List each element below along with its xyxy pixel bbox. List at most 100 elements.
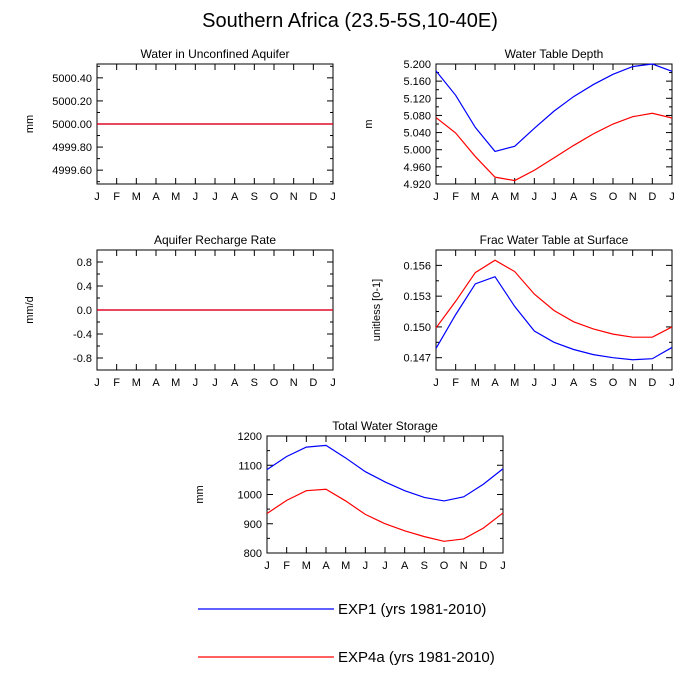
- x-tick-label: J: [363, 560, 369, 572]
- panel-title: Water Table Depth: [505, 47, 604, 61]
- x-tick-label: A: [491, 377, 499, 389]
- x-tick-label: F: [113, 377, 120, 389]
- x-tick-label: O: [270, 191, 279, 203]
- legend-label: EXP1 (yrs 1981-2010): [338, 601, 486, 618]
- y-tick-label: 5.120: [403, 93, 431, 105]
- x-tick-label: M: [132, 191, 141, 203]
- x-tick-label: A: [491, 191, 499, 203]
- y-axis-label: mm: [194, 485, 206, 503]
- x-tick-label: J: [94, 377, 100, 389]
- y-tick-label: 1100: [238, 460, 262, 472]
- x-tick-label: F: [113, 191, 120, 203]
- y-tick-label: 4.960: [403, 162, 431, 174]
- x-tick-label: M: [171, 377, 180, 389]
- x-tick-label: S: [590, 377, 597, 389]
- y-tick-label: 0.8: [77, 257, 92, 269]
- plot-frame: [435, 63, 673, 185]
- x-tick-label: O: [270, 377, 279, 389]
- x-tick-label: D: [648, 191, 656, 203]
- x-tick-label: J: [193, 377, 199, 389]
- x-tick-label: O: [609, 191, 618, 203]
- y-tick-label: 1000: [238, 490, 262, 502]
- x-tick-label: J: [382, 560, 388, 572]
- figure-title: Southern Africa (23.5-5S,10-40E): [202, 10, 498, 32]
- x-tick-label: N: [290, 377, 298, 389]
- panel-title: Total Water Storage: [332, 419, 438, 433]
- x-tick-label: J: [433, 191, 439, 203]
- x-tick-label: A: [152, 377, 160, 389]
- x-tick-label: M: [171, 191, 180, 203]
- series-line-exp4a: [266, 488, 504, 542]
- panel-title: Aquifer Recharge Rate: [154, 233, 276, 247]
- x-tick-label: M: [471, 377, 480, 389]
- x-tick-label: D: [648, 377, 656, 389]
- x-tick-label: J: [551, 377, 557, 389]
- x-tick-label: J: [264, 560, 270, 572]
- y-tick-label: 1200: [238, 431, 262, 443]
- x-tick-label: A: [570, 191, 578, 203]
- y-tick-label: 4999.60: [52, 165, 92, 177]
- y-tick-label: 0.4: [77, 281, 92, 293]
- x-tick-label: A: [322, 560, 330, 572]
- y-tick-label: 0.150: [403, 322, 431, 334]
- panel-title: Frac Water Table at Surface: [480, 233, 629, 247]
- y-axis-label: m: [363, 119, 375, 128]
- y-tick-label: 5.080: [403, 110, 431, 122]
- series-line-exp1: [266, 444, 504, 502]
- x-tick-label: N: [460, 560, 468, 572]
- x-tick-label: J: [330, 377, 336, 389]
- x-tick-label: A: [231, 191, 239, 203]
- legend-label: EXP4a (yrs 1981-2010): [338, 649, 495, 666]
- y-tick-label: 5.200: [403, 59, 431, 71]
- y-tick-label: 0.0: [77, 305, 92, 317]
- x-tick-label: J: [94, 191, 100, 203]
- x-tick-label: N: [290, 191, 298, 203]
- y-axis-label: mm/d: [24, 296, 36, 324]
- y-tick-label: 5.040: [403, 128, 431, 140]
- series-line-exp4a: [435, 259, 673, 338]
- series-line-exp1: [435, 275, 673, 361]
- x-tick-label: O: [609, 377, 618, 389]
- x-tick-label: S: [421, 560, 428, 572]
- x-tick-label: S: [251, 377, 258, 389]
- x-tick-label: J: [330, 191, 336, 203]
- y-tick-label: 5000.00: [52, 119, 92, 131]
- x-tick-label: M: [510, 191, 519, 203]
- series-line-exp4a: [435, 112, 673, 182]
- y-axis-label: mm: [24, 115, 36, 133]
- x-tick-label: M: [341, 560, 350, 572]
- y-tick-label: 0.156: [403, 260, 431, 272]
- y-tick-label: 5.160: [403, 76, 431, 88]
- y-tick-label: -0.4: [73, 329, 92, 341]
- x-tick-label: J: [500, 560, 506, 572]
- x-tick-label: O: [440, 560, 449, 572]
- x-tick-label: M: [471, 191, 480, 203]
- x-tick-label: J: [532, 191, 538, 203]
- x-tick-label: J: [669, 191, 675, 203]
- x-tick-label: F: [452, 191, 459, 203]
- y-tick-label: 0.147: [403, 353, 431, 365]
- x-tick-label: A: [401, 560, 409, 572]
- x-tick-label: A: [570, 377, 578, 389]
- panel-title: Water in Unconfined Aquifer: [141, 47, 290, 61]
- x-tick-label: A: [231, 377, 239, 389]
- x-tick-label: J: [669, 377, 675, 389]
- y-tick-label: 900: [244, 519, 262, 531]
- x-tick-label: J: [551, 191, 557, 203]
- y-tick-label: 4.920: [403, 179, 431, 191]
- y-tick-label: 800: [244, 548, 262, 560]
- y-axis-label: unitless [0-1]: [371, 279, 383, 341]
- x-tick-label: F: [283, 560, 290, 572]
- x-tick-label: M: [510, 377, 519, 389]
- y-tick-label: 0.153: [403, 291, 431, 303]
- x-tick-label: M: [132, 377, 141, 389]
- x-tick-label: N: [629, 191, 637, 203]
- x-tick-label: F: [452, 377, 459, 389]
- legend: EXP1 (yrs 1981-2010) EXP4a (yrs 1981-2010…: [198, 601, 495, 666]
- x-tick-label: S: [590, 191, 597, 203]
